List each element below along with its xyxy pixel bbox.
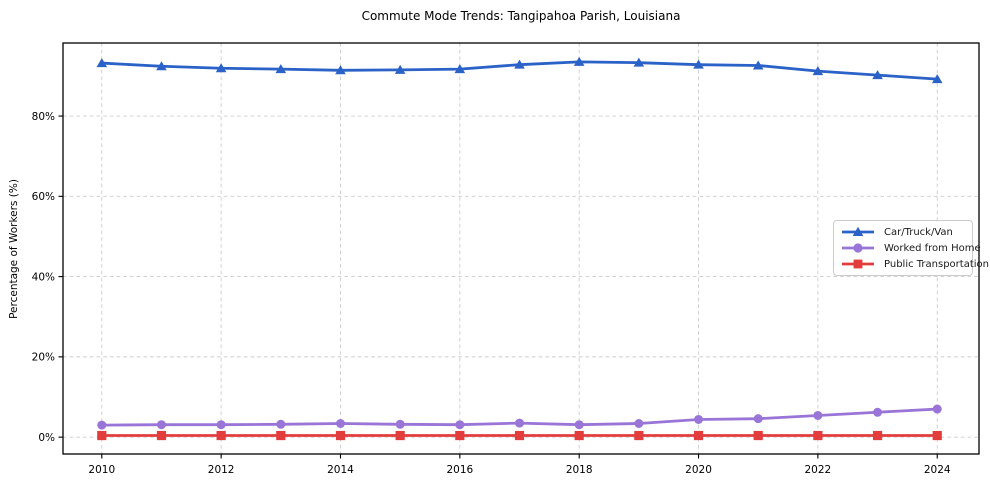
triangle-marker-icon — [842, 226, 874, 236]
chart-title: Commute Mode Trends: Tangipahoa Parish, … — [361, 9, 681, 23]
svg-text:2022: 2022 — [805, 464, 832, 476]
legend-label: Car/Truck/Van — [884, 226, 953, 238]
svg-text:40%: 40% — [32, 271, 55, 283]
svg-text:60%: 60% — [32, 191, 55, 203]
legend: Car/Truck/Van Worked from Home Public Tr… — [833, 220, 989, 276]
svg-text:2014: 2014 — [327, 464, 354, 476]
svg-text:2016: 2016 — [446, 464, 473, 476]
svg-text:2012: 2012 — [208, 464, 235, 476]
svg-text:80%: 80% — [32, 111, 55, 123]
circle-marker-icon — [842, 243, 874, 253]
legend-item-car-truck-van: Car/Truck/Van — [841, 225, 965, 240]
legend-label: Worked from Home — [884, 242, 981, 254]
legend-item-worked-from-home: Worked from Home — [841, 241, 981, 256]
svg-text:2010: 2010 — [88, 464, 115, 476]
svg-text:0%: 0% — [38, 432, 55, 444]
svg-text:2020: 2020 — [685, 464, 712, 476]
svg-text:2024: 2024 — [924, 464, 951, 476]
square-marker-icon — [842, 259, 874, 269]
legend-item-public-transportation: Public Transportation — [841, 257, 989, 272]
svg-text:20%: 20% — [32, 352, 55, 364]
legend-label: Public Transportation — [884, 258, 989, 270]
svg-text:2018: 2018 — [566, 464, 593, 476]
